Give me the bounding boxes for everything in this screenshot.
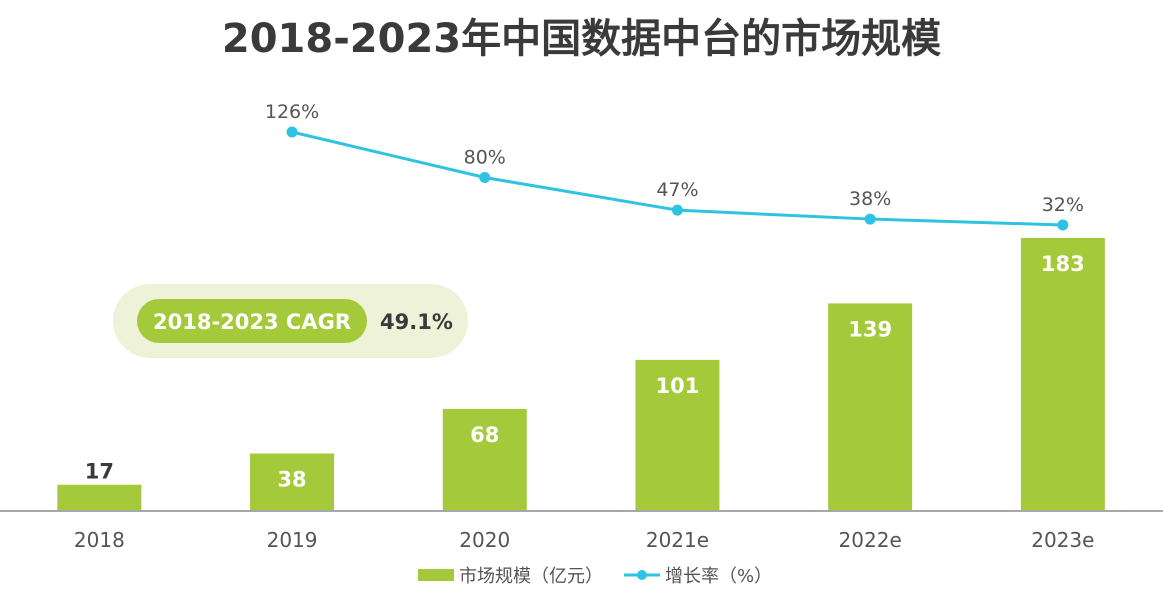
x-tick-label: 2023e [1031, 528, 1094, 552]
bar-value-label: 68 [470, 423, 499, 447]
bar-2022e [828, 303, 913, 510]
cagr-value: 49.1% [380, 310, 453, 334]
bar-value-label: 17 [85, 460, 114, 484]
chart-title: 2018-2023年中国数据中台的市场规模 [221, 16, 942, 62]
growth-rate-label: 80% [464, 147, 506, 169]
growth-rate-point [479, 172, 491, 184]
legend-line-label: 增长率（%） [665, 566, 772, 587]
cagr-label-pill [137, 299, 367, 343]
growth-rate-point [864, 213, 876, 225]
bar-value-label: 101 [656, 374, 700, 398]
legend-line-marker [637, 570, 647, 580]
legend-bar-swatch [418, 569, 454, 581]
bar-2023e [1020, 238, 1105, 510]
legend-bar-label: 市场规模（亿元） [459, 566, 603, 587]
growth-rate-point [671, 204, 683, 216]
x-tick-label: 2020 [459, 528, 510, 552]
cagr-label: 2018-2023 CAGR [153, 310, 351, 334]
x-tick-label: 2018 [74, 528, 125, 552]
growth-rate-label: 38% [849, 188, 891, 210]
growth-rate-label: 47% [656, 179, 698, 201]
x-tick-label: 2021e [646, 528, 709, 552]
bar-2019 [250, 453, 335, 510]
growth-rate-point [1057, 219, 1069, 231]
bar-2018 [57, 484, 142, 510]
bar-2020 [442, 408, 527, 510]
x-tick-label: 2019 [267, 528, 318, 552]
bar-2021e [635, 359, 720, 510]
bar-value-label: 183 [1041, 252, 1085, 276]
growth-rate-label: 32% [1042, 194, 1084, 216]
bar-value-label: 139 [848, 317, 892, 341]
growth-rate-point [286, 126, 298, 138]
bar-value-label: 38 [277, 468, 306, 492]
x-tick-label: 2022e [839, 528, 902, 552]
growth-rate-label: 126% [265, 101, 319, 123]
